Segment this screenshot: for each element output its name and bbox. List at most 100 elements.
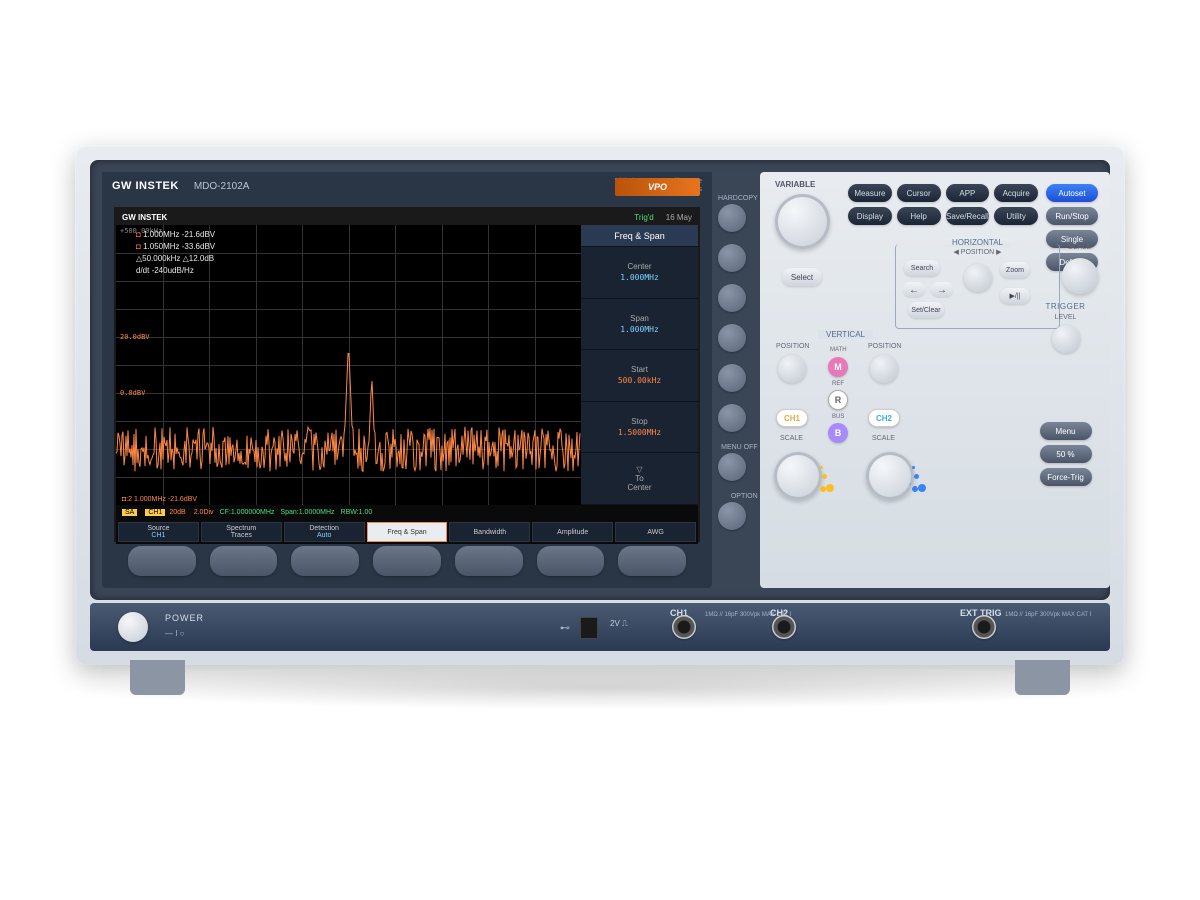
- model-number: MDO-2102A: [194, 181, 250, 192]
- side-menu-item-3[interactable]: Stop1.5000MHz: [581, 402, 698, 454]
- lcd-main: +500.00kHz 20.0dBV 0.0dBV ◘ 1.000MHz -21…: [116, 225, 698, 505]
- ch2-bnc[interactable]: [772, 615, 796, 639]
- ref-label: REF: [832, 381, 844, 387]
- prev-button[interactable]: ←: [902, 282, 926, 298]
- variable-label: VARIABLE: [775, 180, 815, 189]
- select-button[interactable]: Select: [782, 268, 822, 286]
- utility-button[interactable]: Utility: [994, 207, 1038, 225]
- bus-button[interactable]: B: [828, 423, 848, 443]
- measurement-readout: ◘ 1.000MHz -21.6dBV ◘ 1.050MHz -33.6dBV …: [136, 229, 215, 277]
- app-button[interactable]: APP: [946, 184, 990, 202]
- scale-label-1: SCALE: [780, 435, 803, 442]
- ch2-pos-knob[interactable]: [870, 355, 898, 383]
- ch1-button[interactable]: CH1: [776, 409, 808, 427]
- power-button[interactable]: [118, 612, 148, 642]
- ch1-dots-icon: [820, 462, 838, 502]
- side-menu: Freq & Span Center1.000MHzSpan1.000MHzSt…: [581, 225, 698, 505]
- runstop-button[interactable]: Run/Stop: [1046, 207, 1098, 225]
- ch2-button[interactable]: CH2: [868, 409, 900, 427]
- bottom-menu: SourceCH1Spectrum TracesDetectionAutoFre…: [116, 520, 698, 544]
- soft-btn-1[interactable]: [128, 546, 196, 576]
- display-panel: GW INSTEK MDO-2102A Digital Storage Osci…: [102, 172, 712, 588]
- bottom-menu-1[interactable]: Spectrum Traces: [201, 522, 282, 542]
- trigger-section: TRIGGER LEVEL Menu 50 % Force-Trig: [1033, 302, 1098, 491]
- saverecall-button[interactable]: Save/Recall: [946, 207, 990, 225]
- position-knob[interactable]: [964, 264, 992, 292]
- side-menu-item-4[interactable]: ▽ To Center: [581, 453, 698, 505]
- bottom-menu-0[interactable]: SourceCH1: [118, 522, 199, 542]
- force-trig-button[interactable]: Force-Trig: [1040, 468, 1092, 486]
- help-button[interactable]: Help: [897, 207, 941, 225]
- usb-port[interactable]: [580, 617, 598, 639]
- soft-btn-5[interactable]: [455, 546, 523, 576]
- bottom-menu-5[interactable]: Amplitude: [532, 522, 613, 542]
- side-button-1[interactable]: [718, 244, 746, 272]
- next-button[interactable]: →: [930, 282, 954, 298]
- power-icons: — I ○: [165, 629, 185, 638]
- side-button-0[interactable]: [718, 204, 746, 232]
- fifty-button[interactable]: 50 %: [1040, 445, 1092, 463]
- power-label: POWER: [165, 613, 204, 623]
- autoset-button[interactable]: Autoset: [1046, 184, 1098, 202]
- ch1-scale-knob[interactable]: [774, 452, 822, 500]
- side-menu-title: Freq & Span: [581, 225, 698, 247]
- lcd-screen: GW INSTEK Trig'd 16 May +500.00kHz 20.0d…: [114, 207, 700, 542]
- side-button-5[interactable]: [718, 404, 746, 432]
- setclear-button[interactable]: Set/Clear: [908, 302, 944, 318]
- foot-left: [130, 660, 185, 695]
- math-button[interactable]: M: [828, 357, 848, 377]
- side-buttons: HARDCOPYMENU OFFOPTION: [718, 195, 758, 530]
- side-button-4[interactable]: [718, 364, 746, 392]
- vertical-title: VERTICAL: [818, 330, 873, 339]
- side-button-3[interactable]: [718, 324, 746, 352]
- display-button[interactable]: Display: [848, 207, 892, 225]
- zoom-button[interactable]: Zoom: [1000, 262, 1030, 278]
- trigger-title: TRIGGER: [1033, 302, 1098, 311]
- ch1-bnc[interactable]: [672, 615, 696, 639]
- bottom-menu-6[interactable]: AWG: [615, 522, 696, 542]
- play-button[interactable]: ▶/||: [1000, 288, 1030, 304]
- scale-label-2: SCALE: [872, 435, 895, 442]
- ch2-scale-knob[interactable]: [866, 452, 914, 500]
- acquire-button[interactable]: Acquire: [994, 184, 1038, 202]
- cursor-button[interactable]: Cursor: [897, 184, 941, 202]
- lcd-bottom-status: SA CH1 20dB 2.0Div CF:1.000000MHz Span:1…: [116, 505, 698, 520]
- soft-btn-7[interactable]: [618, 546, 686, 576]
- bottom-menu-2[interactable]: DetectionAuto: [284, 522, 365, 542]
- horizontal-title: HORIZONTAL: [944, 238, 1011, 247]
- bottom-menu-3[interactable]: Freq & Span: [367, 522, 448, 542]
- soft-btn-3[interactable]: [291, 546, 359, 576]
- level-knob[interactable]: [1052, 325, 1080, 353]
- panel-header: GW INSTEK MDO-2102A Digital Storage Osci…: [102, 172, 712, 200]
- ch1-pos-knob[interactable]: [778, 355, 806, 383]
- variable-knob[interactable]: [775, 194, 830, 249]
- ch2-dots-icon: [912, 462, 930, 502]
- cursor-info: ◘:2 1.000MHz -21.6dBV: [122, 495, 197, 503]
- soft-btn-6[interactable]: [537, 546, 605, 576]
- search-button[interactable]: Search: [904, 260, 940, 276]
- soft-btn-4[interactable]: [373, 546, 441, 576]
- ext-trig-bnc[interactable]: [972, 615, 996, 639]
- pos-label-1: POSITION: [776, 343, 809, 350]
- ref-button[interactable]: R: [828, 390, 848, 410]
- oscilloscope-body: GW INSTEK MDO-2102A Digital Storage Osci…: [75, 145, 1125, 665]
- measure-button[interactable]: Measure: [848, 184, 892, 202]
- function-buttons: Measure Cursor APPAcquire Display Help Save/R…: [848, 184, 1038, 225]
- lcd-brand: GW INSTEK: [122, 213, 167, 222]
- side-menu-item-1[interactable]: Span1.000MHz: [581, 299, 698, 351]
- math-label: MATH: [830, 347, 847, 353]
- side-button-7[interactable]: [718, 502, 746, 530]
- bottom-menu-4[interactable]: Bandwidth: [449, 522, 530, 542]
- vpo-badge: VPO: [615, 178, 700, 196]
- side-menu-item-2[interactable]: Start500.00kHz: [581, 350, 698, 402]
- front-bezel: GW INSTEK MDO-2102A Digital Storage Osci…: [90, 160, 1110, 600]
- usb-icon: ⊷: [560, 623, 570, 634]
- hscale-knob[interactable]: [1062, 258, 1098, 294]
- side-button-2[interactable]: [718, 284, 746, 312]
- side-button-6[interactable]: [718, 453, 746, 481]
- lcd-status-bar: GW INSTEK Trig'd 16 May: [116, 209, 698, 225]
- lcd-date: 16 May: [666, 213, 692, 222]
- soft-btn-2[interactable]: [210, 546, 278, 576]
- side-menu-item-0[interactable]: Center1.000MHz: [581, 247, 698, 299]
- menu-button[interactable]: Menu: [1040, 422, 1092, 440]
